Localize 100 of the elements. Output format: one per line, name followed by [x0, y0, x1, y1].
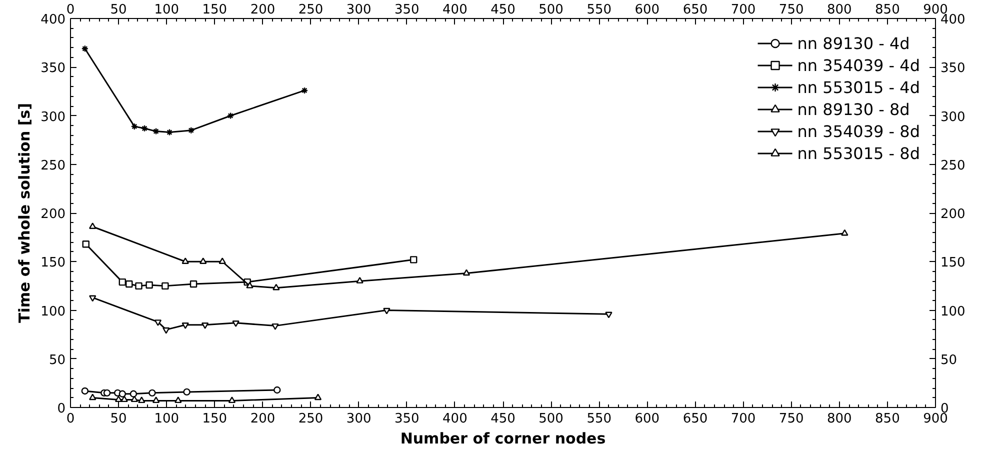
point [130, 396, 138, 402]
point [152, 128, 160, 135]
point [130, 390, 138, 398]
point [200, 258, 207, 264]
point [82, 240, 90, 248]
point [148, 389, 156, 397]
point [183, 388, 190, 396]
x2-tick-label: 850 [875, 412, 900, 426]
point [126, 280, 133, 288]
point [118, 390, 126, 398]
x-tick-label: 150 [202, 2, 228, 18]
point [89, 394, 96, 400]
x2-tick-label: 600 [634, 412, 660, 426]
x-tick-label: 50 [110, 2, 127, 18]
y-axis-title: Time of whole solution [s] [16, 102, 34, 324]
point [89, 295, 96, 302]
point [274, 386, 281, 394]
y-tick-label: 50 [48, 352, 66, 368]
x-tick-label: 200 [250, 2, 276, 18]
y2-tick-label: 150 [940, 256, 966, 271]
x-tick-label: 550 [586, 2, 612, 18]
point [182, 258, 189, 264]
point [226, 112, 234, 120]
point [138, 396, 146, 404]
point [174, 396, 182, 404]
y2-tick-label: 100 [940, 304, 966, 320]
point [114, 396, 122, 402]
point [162, 327, 170, 334]
y2-tick-label: 250 [940, 158, 966, 174]
point [103, 389, 111, 397]
point [410, 256, 418, 264]
point [841, 229, 848, 236]
point [162, 282, 169, 290]
y-tick-label: 300 [40, 110, 66, 125]
y2-tick-label: 350 [940, 61, 966, 76]
point [314, 394, 322, 400]
x2-tick-label: 650 [682, 412, 708, 426]
x-tick-label: 400 [442, 2, 468, 18]
point [218, 258, 226, 264]
x-tick-label: 800 [826, 2, 852, 18]
x2-tick-label: 50 [110, 412, 127, 426]
legend-label: nn 553015 - 8d [797, 144, 920, 162]
x2-tick-label: 100 [154, 412, 180, 426]
legend-label: nn 354039 - 4d [797, 56, 920, 74]
x2-tick-label: 150 [202, 412, 228, 426]
x-tick-label: 600 [634, 2, 660, 18]
legend-label: nn 553015 - 4d [797, 78, 920, 96]
point [605, 312, 612, 318]
x2-tick-label: 450 [490, 412, 516, 426]
point [146, 281, 153, 289]
x-tick-label: 650 [682, 2, 708, 18]
x-tick-label: 300 [346, 2, 372, 18]
legend-label: nn 89130 - 4d [797, 34, 910, 52]
point [201, 322, 209, 329]
x-tick-label: 850 [875, 2, 900, 18]
x2-tick-label: 800 [826, 412, 852, 426]
point [228, 396, 236, 404]
point [188, 126, 195, 134]
point [232, 320, 240, 327]
legend-label: nn 354039 - 8d [797, 122, 920, 140]
point [81, 387, 89, 395]
point [135, 282, 142, 290]
x2-tick-label: 750 [778, 412, 804, 426]
x2-tick-label: 500 [538, 412, 564, 426]
point [120, 396, 128, 402]
x-tick-label: 500 [538, 2, 564, 18]
point [462, 269, 470, 276]
y-tick-label: 0 [57, 402, 66, 416]
point [118, 278, 126, 286]
y2-tick-label: 50 [940, 352, 958, 368]
x-tick-label: 250 [298, 2, 324, 18]
x2-tick-label: 200 [250, 412, 276, 426]
x2-tick-label: 350 [394, 412, 420, 426]
point [272, 323, 279, 330]
point [89, 222, 96, 229]
y2-tick-label: 200 [940, 207, 966, 222]
x2-tick-label: 550 [586, 412, 612, 426]
y-tick-label: 350 [40, 61, 66, 76]
point [190, 280, 198, 288]
point [130, 122, 138, 130]
point [182, 322, 189, 329]
point [383, 308, 390, 314]
x-tick-label: 350 [394, 2, 420, 18]
x2-tick-label: 300 [346, 412, 372, 426]
x2-tick-label: 700 [730, 412, 756, 426]
point [152, 396, 160, 404]
legend-label: nn 89130 - 8d [797, 100, 910, 118]
x-tick-label: 100 [154, 2, 180, 18]
y-tick-label: 400 [40, 12, 66, 28]
y-tick-label: 250 [40, 158, 66, 174]
y-tick-label: 200 [40, 207, 66, 222]
y-tick-label: 100 [40, 304, 66, 320]
x2-tick-label: 400 [442, 412, 468, 426]
point [246, 282, 254, 288]
x-tick-label: 700 [730, 2, 756, 18]
point [154, 320, 162, 326]
point [140, 124, 148, 132]
y2-tick-label: 300 [940, 110, 966, 125]
x-axis-title: Number of corner nodes [400, 430, 606, 448]
x-tick-label: 450 [490, 2, 516, 18]
